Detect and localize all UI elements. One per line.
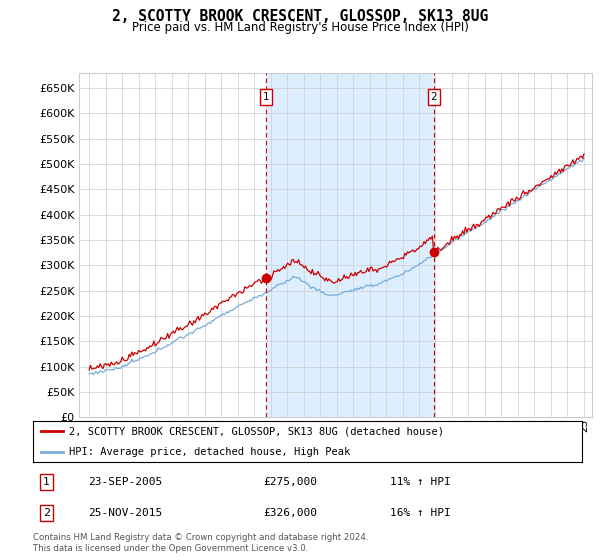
Text: 23-SEP-2005: 23-SEP-2005 bbox=[88, 477, 162, 487]
Text: 2, SCOTTY BROOK CRESCENT, GLOSSOP, SK13 8UG (detached house): 2, SCOTTY BROOK CRESCENT, GLOSSOP, SK13 … bbox=[68, 426, 443, 436]
Text: £326,000: £326,000 bbox=[263, 508, 317, 518]
Text: 16% ↑ HPI: 16% ↑ HPI bbox=[390, 508, 451, 518]
Text: 1: 1 bbox=[263, 92, 269, 102]
Text: £275,000: £275,000 bbox=[263, 477, 317, 487]
Text: HPI: Average price, detached house, High Peak: HPI: Average price, detached house, High… bbox=[68, 447, 350, 457]
Text: 11% ↑ HPI: 11% ↑ HPI bbox=[390, 477, 451, 487]
Text: Price paid vs. HM Land Registry's House Price Index (HPI): Price paid vs. HM Land Registry's House … bbox=[131, 21, 469, 34]
Bar bbox=[266, 73, 434, 417]
Text: 25-NOV-2015: 25-NOV-2015 bbox=[88, 508, 162, 518]
Text: 2, SCOTTY BROOK CRESCENT, GLOSSOP, SK13 8UG: 2, SCOTTY BROOK CRESCENT, GLOSSOP, SK13 … bbox=[112, 9, 488, 24]
Text: 1: 1 bbox=[43, 477, 50, 487]
Text: 2: 2 bbox=[43, 508, 50, 518]
Text: Contains HM Land Registry data © Crown copyright and database right 2024.
This d: Contains HM Land Registry data © Crown c… bbox=[33, 533, 368, 553]
Text: 2: 2 bbox=[431, 92, 437, 102]
